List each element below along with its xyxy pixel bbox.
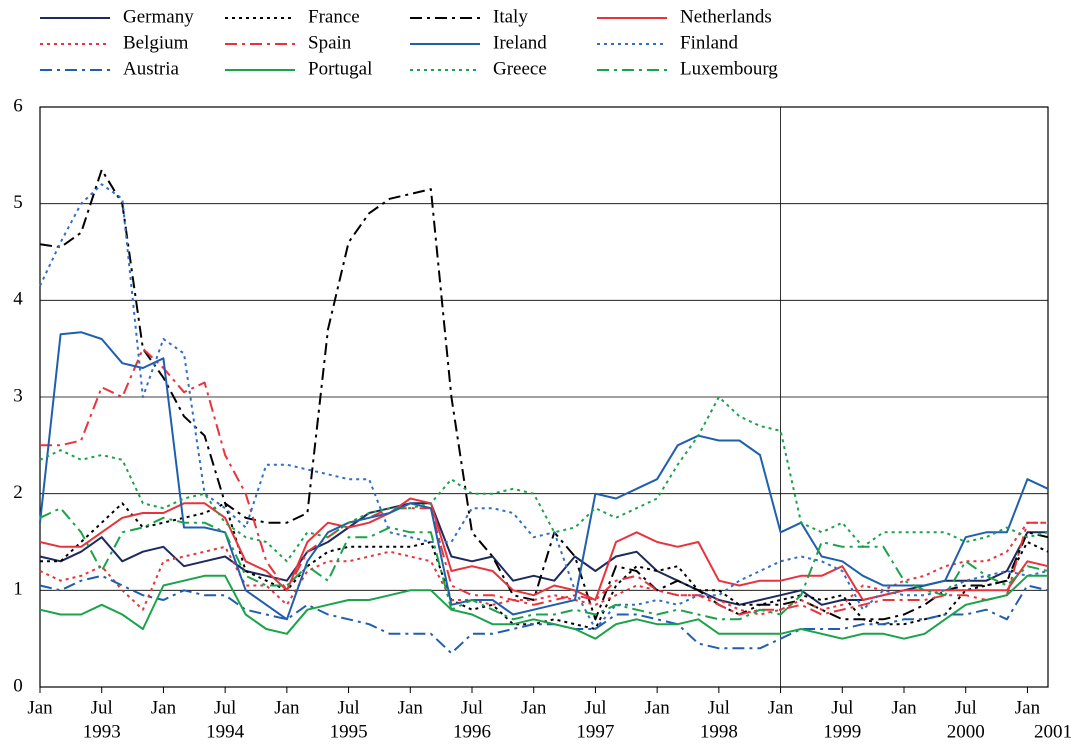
x-tick-label: Jan [151,697,177,718]
legend-label: Belgium [123,32,189,53]
legend-label: Netherlands [680,6,772,27]
legend-label: Spain [308,32,352,53]
x-tick-label: Jul [461,697,483,718]
series-line [39,331,1049,621]
x-tick-label: Jul [831,697,853,718]
legend-label: Germany [123,6,194,27]
y-tick-label: 4 [13,289,23,310]
y-tick-label: 5 [13,192,23,213]
legend-label: Finland [680,32,739,53]
x-year-label: 2000 [947,721,985,742]
x-tick-label: Jul [91,697,113,718]
x-tick-label: Jan [521,697,547,718]
y-tick-label: 3 [13,385,23,406]
x-year-label: 2001 [1034,721,1072,742]
legend-label: Portugal [308,58,372,79]
x-tick-label: Jul [214,697,236,718]
series-line [40,347,1048,616]
legend-label: Greece [493,58,547,79]
series-line [39,183,1049,630]
series-line [39,497,1049,601]
x-tick-label: Jan [398,697,424,718]
series-line [39,521,1048,616]
series-line [40,502,1049,630]
x-tick-label: Jan [891,697,917,718]
y-tick-label: 6 [13,95,23,116]
x-tick-label: Jan [1015,697,1041,718]
series-line [39,507,1049,621]
x-year-label: 1996 [453,721,491,742]
x-year-label: 1993 [83,721,121,742]
legend-label: Ireland [493,32,547,53]
x-year-label: 1995 [330,721,368,742]
x-year-label: 1997 [576,721,614,742]
y-tick-label: 1 [13,579,23,600]
legend-label: Austria [123,58,180,79]
series-line [39,168,1049,621]
x-tick-label: Jul [584,697,606,718]
x-year-label: 1998 [700,721,738,742]
x-tick-label: Jul [708,697,730,718]
x-year-label: 1999 [823,721,861,742]
x-tick-label: Jul [955,697,977,718]
series-line [39,574,1048,640]
legend-label: Italy [493,6,528,27]
x-tick-label: Jul [337,697,359,718]
legend-label: France [308,6,360,27]
legend-label: Luxembourg [680,58,778,79]
x-year-label: 1994 [206,721,245,742]
series-line [39,574,1049,655]
x-tick-label: Jan [27,697,53,718]
y-tick-label: 0 [13,675,23,696]
y-tick-label: 2 [13,482,23,503]
series-line [39,396,1049,563]
x-tick-label: Jan [644,697,670,718]
x-tick-label: Jan [768,697,794,718]
x-tick-label: Jan [274,697,300,718]
